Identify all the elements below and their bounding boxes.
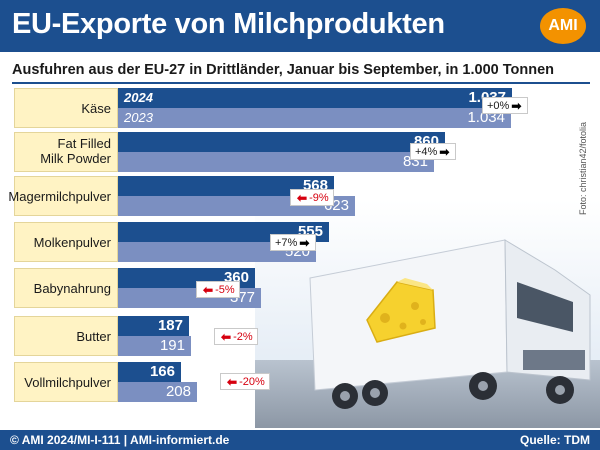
category-label: Molkenpulver: [33, 235, 111, 250]
category-label: Magermilchpulver: [8, 189, 111, 204]
data-label: 208: [165, 383, 191, 400]
photo-credit: Foto: christian42/fotolia: [578, 121, 588, 215]
chart-subtitle: Ausfuhren aus der EU-27 in Drittländer, …: [12, 62, 555, 78]
data-label: 191: [159, 337, 185, 354]
category-label-box: Babynahrung: [14, 268, 118, 308]
category-label: Butter: [76, 329, 111, 344]
change-badge: +7% ➡: [270, 234, 317, 251]
bar-2024: 860: [118, 132, 445, 152]
data-label: 187: [157, 317, 183, 334]
arrow-right-icon: ➡: [439, 144, 450, 159]
bar-2023: 831: [118, 152, 434, 172]
category-label: Babynahrung: [33, 281, 111, 296]
change-badge: ⬅ -20%: [220, 373, 270, 390]
series-name: 2023: [124, 110, 153, 125]
header-bar: EU-Exporte von Milchprodukten AMI: [0, 0, 600, 52]
category-label-line: Fat Filled: [57, 136, 111, 151]
change-value: +7%: [275, 236, 298, 249]
ami-logo: AMI: [540, 8, 586, 44]
bar-2023: 191: [118, 336, 191, 356]
category-label-line: Milk Powder: [40, 151, 111, 166]
source-text: Quelle: TDM: [519, 433, 590, 447]
bar-2023: 2023 1.034: [118, 108, 511, 128]
change-value: -2%: [233, 330, 253, 343]
footer-bar: © AMI 2024/MI-I-111 | AMI-informiert.de …: [0, 430, 600, 450]
category-label: Vollmilchpulver: [24, 375, 111, 390]
category-label-box: Magermilchpulver: [8, 176, 118, 216]
change-value: -20%: [239, 375, 265, 388]
chart-title: EU-Exporte von Milchprodukten: [12, 8, 445, 40]
arrow-left-icon: ⬅: [227, 374, 238, 389]
category-label-box: Molkenpulver: [14, 222, 118, 262]
change-value: +4%: [415, 145, 438, 158]
category-label-box: Fat Filled Milk Powder: [14, 132, 118, 172]
series-name: 2024: [124, 90, 153, 105]
change-badge: +0% ➡: [482, 97, 529, 114]
category-label-box: Vollmilchpulver: [14, 362, 118, 402]
change-value: -9%: [309, 191, 329, 204]
copyright-text: © AMI 2024/MI-I-111 | AMI-informiert.de: [10, 433, 230, 447]
change-badge: +4% ➡: [410, 143, 457, 160]
change-value: -5%: [215, 283, 235, 296]
bar-2024: 187: [118, 316, 189, 336]
arrow-left-icon: ⬅: [203, 282, 214, 297]
change-badge: ⬅ -5%: [196, 281, 240, 298]
change-value: +0%: [487, 99, 510, 112]
subtitle-rule: [12, 82, 590, 84]
category-label: Fat Filled Milk Powder: [40, 136, 111, 166]
bar-2024: 166: [118, 362, 181, 382]
truck-illustration: [255, 200, 600, 428]
category-label-box: Butter: [14, 316, 118, 356]
category-label-box: Käse: [14, 88, 118, 128]
arrow-left-icon: ⬅: [221, 329, 232, 344]
change-badge: ⬅ -2%: [214, 328, 258, 345]
bar-2024: 2024 1.037: [118, 88, 512, 108]
arrow-right-icon: ➡: [511, 98, 522, 113]
change-badge: ⬅ -9%: [290, 189, 334, 206]
category-label: Käse: [81, 101, 111, 116]
data-label: 166: [149, 363, 175, 380]
bar-2023: 208: [118, 382, 197, 402]
arrow-left-icon: ⬅: [297, 190, 308, 205]
arrow-right-icon: ➡: [299, 235, 310, 250]
